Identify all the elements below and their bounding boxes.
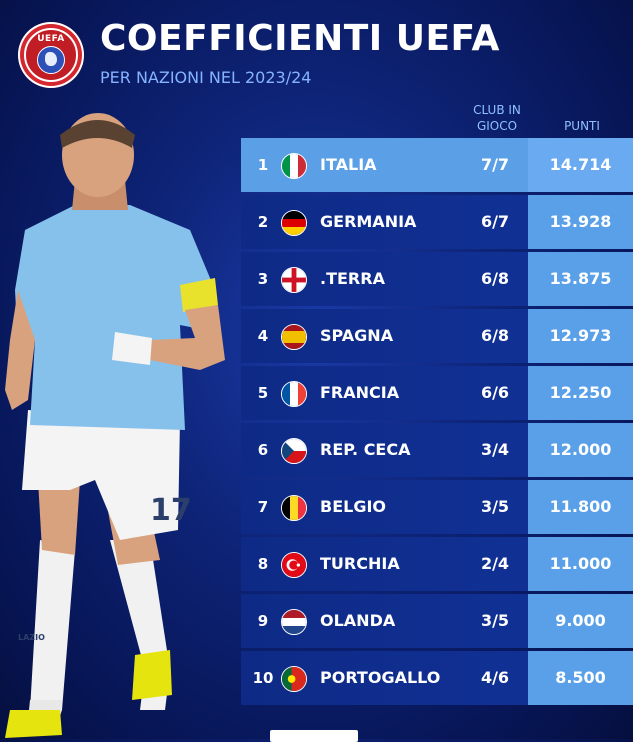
country-name: BELGIO [320, 497, 387, 516]
spain-flag-icon [281, 324, 307, 350]
table-row: 4 SPAGNA 6/8 12.973 [241, 309, 633, 363]
clubs-in-play: 4/6 [480, 668, 510, 687]
clubs-in-play: 3/5 [480, 611, 510, 630]
sock-text: LAZIO [18, 633, 45, 642]
portugal-flag-icon [281, 666, 307, 692]
table-row: 7 BELGIO 3/5 11.800 [241, 480, 633, 534]
points-value: 12.973 [549, 326, 612, 345]
country-name: REP. CECA [320, 440, 411, 459]
points-value: 14.714 [549, 155, 612, 174]
points-value: 12.250 [549, 383, 612, 402]
country-name: PORTOGALLO [320, 668, 441, 687]
player-image: 17 LAZIO [5, 113, 225, 738]
rank-number: 7 [257, 498, 269, 516]
table-row: 3 .TERRA 6/8 13.875 [241, 252, 633, 306]
column-header-club: CLUB IN GIOCO [473, 103, 521, 133]
points-cell-bg [528, 138, 633, 192]
rank-number: 10 [252, 669, 274, 687]
rank-number: 5 [257, 384, 269, 402]
turkey-flag-icon [281, 552, 307, 578]
rank-number: 9 [257, 612, 269, 630]
points-cell-bg [528, 252, 633, 306]
points-value: 8.500 [555, 668, 606, 687]
table-row: 6 REP. CECA 3/4 12.000 [241, 423, 633, 477]
clubs-in-play: 6/7 [480, 212, 510, 231]
clubs-in-play: 6/8 [480, 326, 510, 345]
points-value: 11.000 [549, 554, 612, 573]
table-row: 5 FRANCIA 6/6 12.250 [241, 366, 633, 420]
clubs-in-play: 7/7 [480, 155, 510, 174]
germany-flag-icon [281, 210, 307, 236]
clubs-in-play: 6/6 [480, 383, 510, 402]
table-row: 9 OLANDA 3/5 9.000 [241, 594, 633, 648]
rank-number: 4 [257, 327, 269, 345]
country-name: ITALIA [320, 155, 377, 174]
country-name: .TERRA [320, 269, 385, 288]
country-name: OLANDA [320, 611, 396, 630]
clubs-in-play: 3/5 [480, 497, 510, 516]
country-name: SPAGNA [320, 326, 394, 345]
country-name: TURCHIA [320, 554, 400, 573]
points-cell-bg [528, 651, 633, 705]
points-value: 11.800 [549, 497, 612, 516]
points-value: 13.875 [549, 269, 612, 288]
clubs-in-play: 6/8 [480, 269, 510, 288]
points-value: 9.000 [555, 611, 606, 630]
czech-flag-icon [281, 438, 307, 464]
source-logo [270, 730, 358, 742]
clubs-in-play: 3/4 [480, 440, 510, 459]
column-header-points: PUNTI [564, 119, 600, 133]
italy-flag-icon [281, 153, 307, 179]
uefa-logo: UEFA [18, 22, 84, 88]
rank-number: 6 [257, 441, 269, 459]
globe-icon [37, 46, 65, 74]
page-title: COEFFICIENTI UEFA [100, 18, 500, 59]
points-cell-bg [528, 423, 633, 477]
rank-number: 2 [257, 213, 269, 231]
points-cell-bg [528, 309, 633, 363]
points-cell-bg [528, 537, 633, 591]
rank-number: 3 [257, 270, 269, 288]
uefa-logo-text: UEFA [37, 34, 65, 44]
netherlands-flag-icon [281, 609, 307, 635]
clubs-in-play: 2/4 [480, 554, 510, 573]
points-value: 12.000 [549, 440, 612, 459]
rank-number: 8 [257, 555, 269, 573]
points-cell-bg [528, 594, 633, 648]
table-row: 2 GERMANIA 6/7 13.928 [241, 195, 633, 249]
country-name: GERMANIA [320, 212, 417, 231]
table-row: 8 TURCHIA 2/4 11.000 [241, 537, 633, 591]
table-row: 10 PORTOGALLO 4/6 8.500 [241, 651, 633, 705]
country-name: FRANCIA [320, 383, 400, 402]
page-subtitle: PER NAZIONI NEL 2023/24 [100, 68, 312, 87]
belgium-flag-icon [281, 495, 307, 521]
ranking-table: 1 ITALIA 7/7 14.714 2 GERMANIA 6/7 13.928 3 .TERR… [241, 138, 633, 708]
table-row: 1 ITALIA 7/7 14.714 [241, 138, 633, 192]
points-cell-bg [528, 480, 633, 534]
points-cell-bg [528, 366, 633, 420]
points-cell-bg [528, 195, 633, 249]
france-flag-icon [281, 381, 307, 407]
shirt-number: 17 [150, 493, 192, 528]
rank-number: 1 [257, 156, 269, 174]
england-flag-icon [281, 267, 307, 293]
points-value: 13.928 [549, 212, 612, 231]
